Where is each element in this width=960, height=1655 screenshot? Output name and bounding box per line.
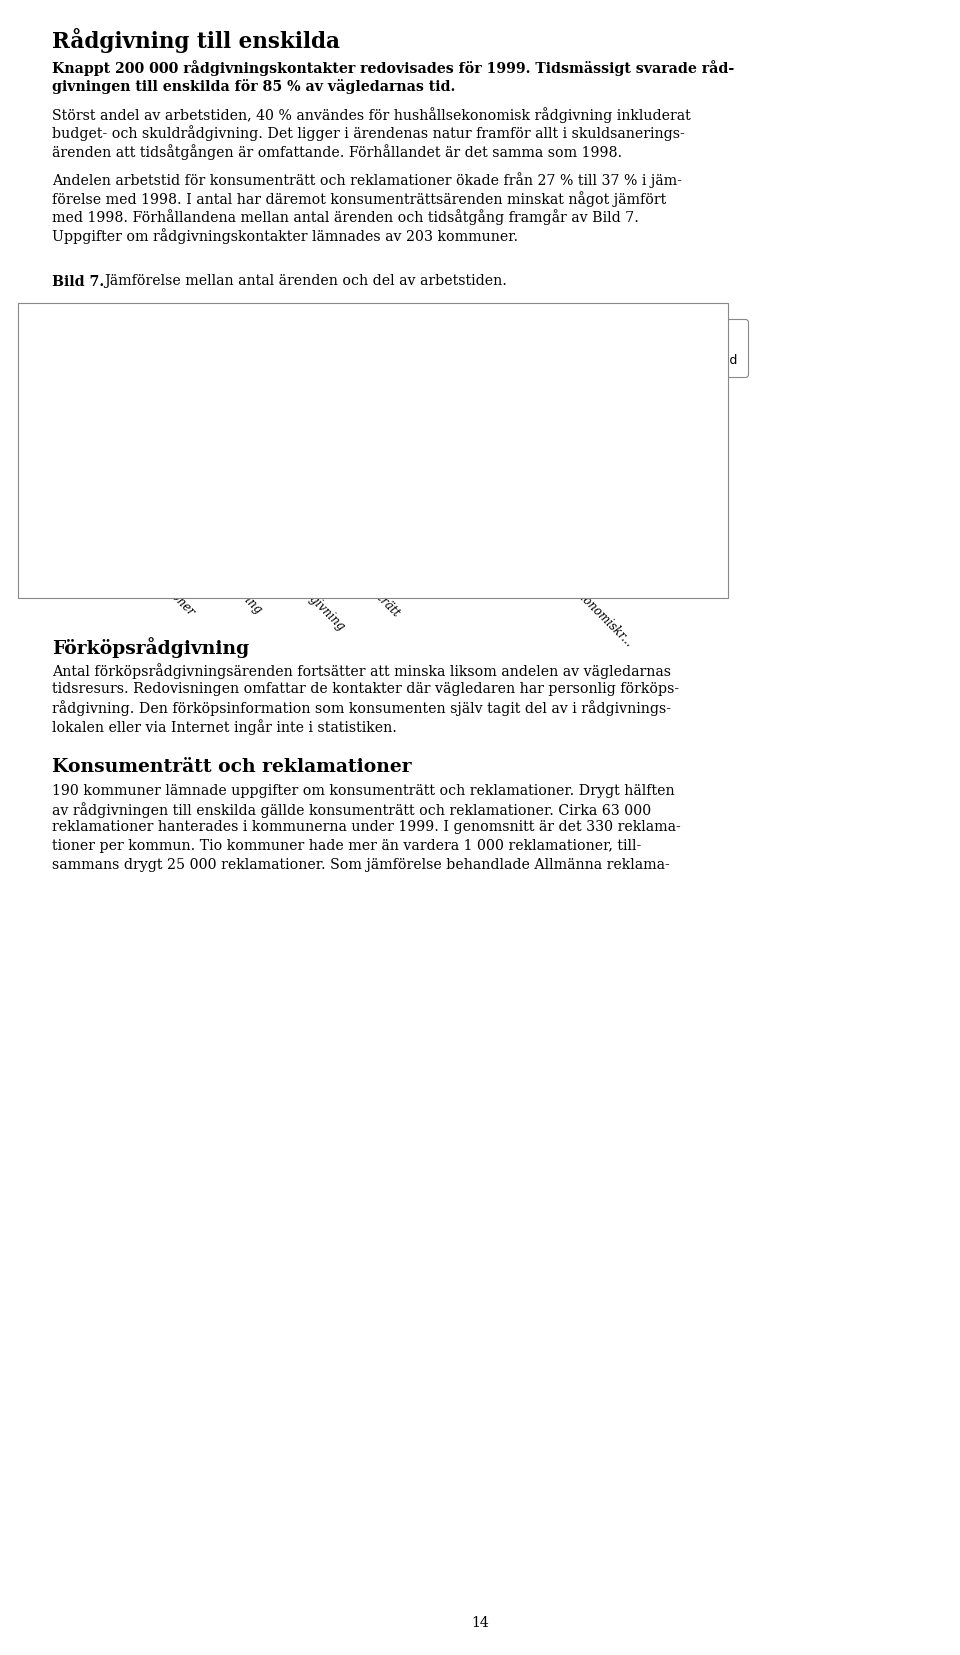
- Bar: [510, 487, 534, 538]
- Text: givningen till enskilda för 85 % av vägledarnas tid.: givningen till enskilda för 85 % av vägl…: [52, 78, 455, 93]
- Text: Bild 7.: Bild 7.: [52, 275, 105, 288]
- Bar: [466, 493, 490, 538]
- Bar: [262, 450, 286, 538]
- Bar: [238, 500, 262, 538]
- Text: rådgivning. Den förköpsinformation som konsumenten själv tagit del av i rådgivni: rådgivning. Den förköpsinformation som k…: [52, 700, 671, 717]
- Text: Rådgivning till enskilda: Rådgivning till enskilda: [52, 28, 340, 53]
- Bar: [374, 392, 397, 538]
- Text: budget- och skuldrådgivning. Det ligger i ärendenas natur framför allt i skuldsa: budget- och skuldrådgivning. Det ligger …: [52, 126, 684, 141]
- Text: tidsresurs. Redovisningen omfattar de kontakter där vägledaren har personlig för: tidsresurs. Redovisningen omfattar de ko…: [52, 682, 679, 697]
- Text: sammans drygt 25 000 reklamationer. Som jämförelse behandlade Allmänna reklama-: sammans drygt 25 000 reklamationer. Som …: [52, 857, 670, 872]
- Text: 14: 14: [471, 1615, 489, 1630]
- Text: reklamationer hanterades i kommunerna under 1999. I genomsnitt är det 330 reklam: reklamationer hanterades i kommunerna un…: [52, 821, 681, 834]
- Text: Förköpsrådgivning: Förköpsrådgivning: [52, 637, 250, 659]
- Text: tioner per kommun. Tio kommuner hade mer än vardera 1 000 reklamationer, till-: tioner per kommun. Tio kommuner hade mer…: [52, 839, 641, 852]
- Text: med 1998. Förhållandena mellan antal ärenden och tidsåtgång framgår av Bild 7.: med 1998. Förhållandena mellan antal äre…: [52, 210, 638, 225]
- Bar: [534, 513, 557, 538]
- Text: Konsumenträtt och reklamationer: Konsumenträtt och reklamationer: [52, 758, 412, 776]
- Bar: [306, 412, 330, 538]
- Bar: [103, 343, 127, 538]
- Text: av rådgivningen till enskilda gällde konsumenträtt och reklamationer. Cirka 63 0: av rådgivningen till enskilda gällde kon…: [52, 803, 651, 818]
- Text: Antal förköpsrådgivningsärenden fortsätter att minska liksom andelen av vägledar: Antal förköpsrådgivningsärenden fortsätt…: [52, 664, 671, 679]
- Text: 190 kommuner lämnade uppgifter om konsumenträtt och reklamationer. Drygt hälften: 190 kommuner lämnade uppgifter om konsum…: [52, 783, 675, 798]
- Text: Knappt 200 000 rådgivningskontakter redovisades för 1999. Tidsmässigt svarade rå: Knappt 200 000 rådgivningskontakter redo…: [52, 60, 734, 76]
- Text: ärenden att tidsåtgången är omfattande. Förhållandet är det samma som 1998.: ärenden att tidsåtgången är omfattande. …: [52, 144, 622, 161]
- Text: Andelen arbetstid för konsumenträtt och reklamationer ökade från 27 % till 37 % : Andelen arbetstid för konsumenträtt och …: [52, 172, 682, 189]
- Text: lokalen eller via Internet ingår inte i statistiken.: lokalen eller via Internet ingår inte i …: [52, 718, 396, 735]
- Bar: [171, 518, 194, 538]
- Bar: [127, 367, 150, 538]
- Bar: [397, 487, 421, 538]
- Bar: [330, 475, 353, 538]
- Text: förelse med 1998. I antal har däremot konsumenträttsärenden minskat något jämför: förelse med 1998. I antal har däremot ko…: [52, 190, 666, 207]
- Bar: [442, 482, 466, 538]
- Text: Uppgifter om rådgivningskontakter lämnades av 203 kommuner.: Uppgifter om rådgivningskontakter lämnad…: [52, 228, 518, 243]
- Legend: % av antal, % av arbetstid: % av antal, % av arbetstid: [612, 319, 748, 377]
- Text: Störst andel av arbetstiden, 40 % användes för hushållsekonomisk rådgivning inkl: Störst andel av arbetstiden, 40 % använd…: [52, 108, 691, 122]
- Text: Jämförelse mellan antal ärenden och del av arbetstiden.: Jämförelse mellan antal ärenden och del …: [104, 275, 507, 288]
- Bar: [194, 399, 218, 538]
